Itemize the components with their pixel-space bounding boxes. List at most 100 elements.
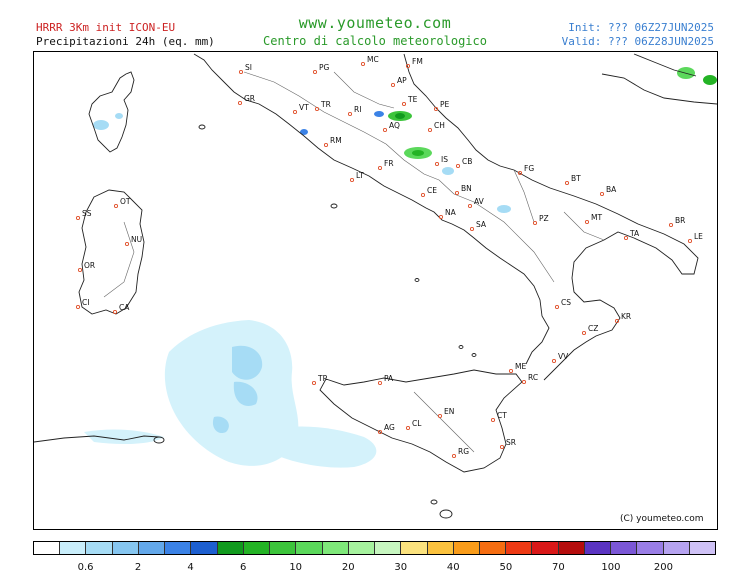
city-label: AV: [474, 197, 485, 206]
legend-swatch: [532, 542, 559, 554]
legend-swatch: [558, 542, 585, 554]
city-dot: [614, 318, 620, 324]
city-label: KR: [621, 312, 631, 321]
city-label: IS: [441, 155, 448, 164]
legend-swatch: [217, 542, 244, 554]
city-label: CT: [497, 411, 507, 420]
city-label: LE: [694, 232, 703, 241]
city-dot: [323, 142, 329, 148]
city-dot: [405, 63, 411, 69]
legend-swatch: [611, 542, 638, 554]
city-dot: [581, 330, 587, 336]
legend-swatch: [584, 542, 612, 554]
city-dot: [490, 417, 496, 423]
city-dot: [292, 109, 298, 115]
city-label: AP: [397, 76, 407, 85]
city-label: CE: [427, 186, 437, 195]
city-dot: [347, 111, 353, 117]
city-label: CA: [119, 303, 130, 312]
city-dot: [314, 106, 320, 112]
city-label: NA: [445, 208, 457, 217]
city-dot: [401, 101, 407, 107]
city-dot: [517, 170, 523, 176]
city-label: RI: [354, 105, 361, 114]
valid-time: Valid: ??? 06Z28JUN2025: [561, 35, 714, 48]
city-dot: [564, 180, 570, 186]
city-label: SS: [82, 209, 92, 218]
city-label: BT: [571, 174, 581, 183]
city-label: PA: [384, 374, 394, 383]
city-label: BR: [675, 216, 685, 225]
legend-tick-label: 2: [134, 562, 142, 573]
legend-tick-label: 50: [499, 562, 513, 573]
legend-swatch: [348, 542, 376, 554]
city-label: EN: [444, 407, 454, 416]
city-label: FR: [384, 159, 394, 168]
city-dot: [599, 191, 605, 197]
city-dot: [427, 127, 433, 133]
legend-swatch: [191, 542, 218, 554]
city-dot: [238, 69, 244, 75]
site-title[interactable]: www.youmeteo.com: [298, 14, 452, 32]
city-dot: [521, 379, 527, 385]
city-dot: [438, 214, 444, 220]
legend-tick-label: 70: [552, 562, 565, 573]
city-dot: [623, 235, 629, 241]
legend-swatch: [296, 542, 323, 554]
city-dot: [455, 163, 461, 169]
city-label: BA: [606, 185, 617, 194]
legend-tick-label: 20: [341, 562, 355, 573]
city-dot: [349, 177, 355, 183]
city-dot: [77, 267, 83, 273]
legend-tick-label: 0.6: [77, 562, 94, 573]
legend-swatch: [479, 542, 507, 554]
city-dot: [237, 100, 243, 106]
legend-swatch: [689, 542, 716, 554]
city-dot: [75, 215, 81, 221]
city-label: CS: [561, 298, 571, 307]
city-dot: [469, 226, 475, 232]
city-dot: [312, 69, 318, 75]
city-dot: [437, 413, 443, 419]
legend-swatch: [165, 542, 192, 554]
legend-tick-label: 30: [394, 562, 408, 573]
city-dot: [420, 192, 426, 198]
legend-swatch: [60, 542, 87, 554]
city-label: VV: [558, 352, 569, 361]
city-dot: [451, 453, 457, 459]
legend-swatch: [112, 542, 139, 554]
city-label: FM: [412, 57, 423, 66]
legend-tick-label: 6: [239, 562, 247, 573]
legend-swatch: [138, 542, 166, 554]
city-label: ME: [515, 362, 526, 371]
city-dot: [112, 309, 118, 315]
city-dot: [554, 304, 560, 310]
legend-swatch: [401, 542, 428, 554]
city-label: VT: [299, 103, 309, 112]
legend-swatch: [453, 542, 480, 554]
city-label: SR: [506, 438, 516, 447]
city-label: RC: [528, 373, 538, 382]
legend-swatch: [663, 542, 690, 554]
legend-swatch: [86, 542, 113, 554]
city-dot: [508, 368, 514, 374]
city-label: AG: [384, 423, 395, 432]
legend-swatch: [34, 542, 61, 554]
city-dot: [377, 380, 383, 386]
city-label: GR: [244, 94, 255, 103]
city-label: CH: [434, 121, 445, 130]
city-label: RG: [458, 447, 469, 456]
city-dot: [124, 241, 130, 247]
city-label: SA: [476, 220, 487, 229]
precipitation-map[interactable]: SI PG MC FM AP GR VT TR RI TE PE AQ CH RM IS CB FR LT FG BT…: [33, 51, 718, 530]
city-label: CB: [462, 157, 472, 166]
city-dot: [499, 444, 505, 450]
city-dot: [687, 238, 693, 244]
city-dot: [454, 190, 460, 196]
city-label: CZ: [588, 324, 598, 333]
city-dot: [390, 82, 396, 88]
city-dot: [668, 222, 674, 228]
city-dot: [433, 106, 439, 112]
city-dot: [360, 61, 366, 67]
precip-light-area: [84, 320, 377, 468]
